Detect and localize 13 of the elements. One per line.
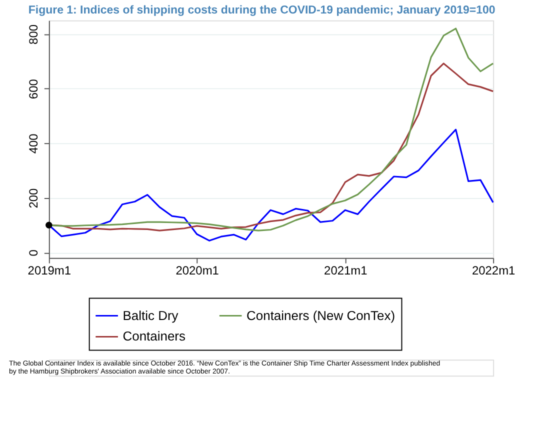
y-tick-label: 0 [26,249,40,256]
legend-label: Containers [122,328,186,344]
legend-label: Baltic Dry [122,308,179,323]
chart-title: Figure 1: Indices of shipping costs during the COVID-19 pandemic; January 2019=100 [28,4,496,16]
y-tick-label: 800 [26,24,40,44]
y-tick-label: 400 [26,133,40,154]
legend-label: Containers (New ConTex) [246,308,396,323]
y-tick-label: 200 [26,188,40,208]
x-tick-label: 2021m1 [324,263,368,278]
y-tick-label: 600 [26,78,40,100]
x-tick-label: 2022m1 [472,263,516,278]
x-tick-label: 2019m1 [28,263,72,278]
x-tick-label: 2020m1 [176,263,220,278]
